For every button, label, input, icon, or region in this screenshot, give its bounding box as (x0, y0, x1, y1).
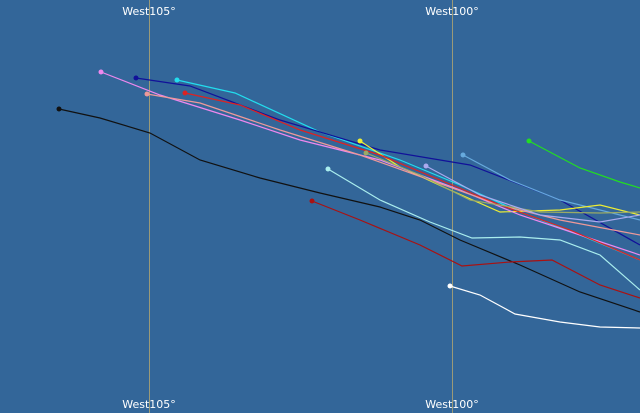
track-start (182, 90, 188, 96)
meridian-label: West100° (425, 398, 479, 411)
track-start (144, 91, 150, 97)
track (528, 140, 640, 189)
track-start (423, 163, 429, 169)
track-start (174, 77, 180, 83)
track-start (98, 69, 104, 75)
track (449, 285, 640, 329)
track-start (325, 166, 331, 172)
meridian-label: West100° (425, 5, 479, 18)
track (327, 168, 640, 291)
track (462, 154, 640, 221)
track-start (363, 150, 369, 156)
track-start (56, 106, 62, 112)
track-start (526, 138, 532, 144)
track (311, 200, 640, 299)
track (100, 71, 640, 256)
track (425, 165, 640, 223)
track-start (460, 152, 466, 158)
track (58, 108, 640, 313)
track (365, 152, 640, 214)
track (146, 93, 640, 236)
track-start (447, 283, 453, 289)
track-start (309, 198, 315, 204)
meridian-label: West105° (122, 5, 176, 18)
track (184, 92, 640, 261)
storm-tracks (56, 69, 640, 329)
meridian-label: West105° (122, 398, 176, 411)
track-start (133, 75, 139, 81)
track-start (357, 138, 363, 144)
